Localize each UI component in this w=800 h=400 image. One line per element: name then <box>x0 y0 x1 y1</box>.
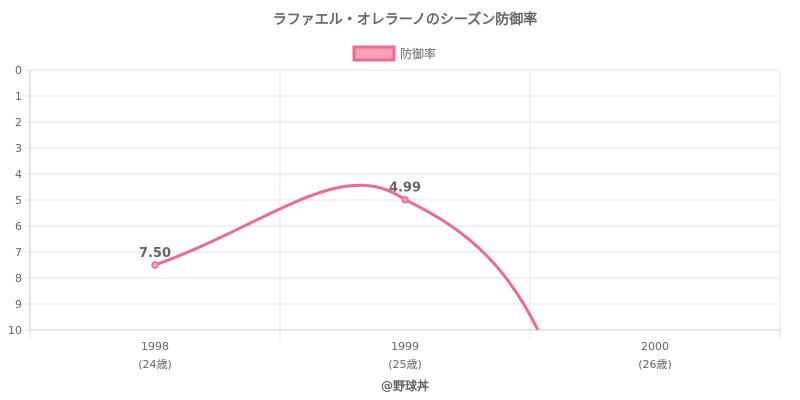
x-tick-sublabel: (24歳) <box>138 358 172 371</box>
y-tick-label: 2 <box>15 116 22 129</box>
x-tick-label: 2000 <box>641 340 669 353</box>
y-tick-label: 8 <box>15 272 22 285</box>
y-tick-label: 10 <box>8 324 22 337</box>
y-tick-label: 1 <box>15 90 22 103</box>
y-tick-label: 7 <box>15 246 22 259</box>
data-point[interactable] <box>401 195 409 204</box>
data-label: 7.50 <box>139 246 171 261</box>
y-tick-label: 5 <box>15 194 22 207</box>
y-tick-label: 4 <box>15 168 22 181</box>
y-axis-ticks: 0 1 2 3 4 5 6 7 8 9 10 <box>8 64 22 337</box>
grid <box>25 69 781 340</box>
chart-title: ラファエル・オレラーノのシーズン防御率 <box>273 11 537 28</box>
data-points <box>151 195 409 269</box>
x-tick-sublabel: (26歳) <box>638 358 672 371</box>
data-point[interactable] <box>151 261 159 269</box>
x-tick-label: 1998 <box>141 340 169 353</box>
x-tick-label: 1999 <box>391 340 419 353</box>
y-tick-label: 3 <box>15 142 22 155</box>
legend-swatch <box>352 45 396 62</box>
x-axis-ticks: 1998 (24歳) 1999 (25歳) 2000 (26歳) <box>138 340 672 371</box>
y-tick-label: 9 <box>15 298 22 311</box>
data-label: 4.99 <box>389 181 421 196</box>
legend-label: 防御率 <box>400 46 436 61</box>
legend[interactable]: 防御率 <box>352 45 436 62</box>
data-labels: 7.50 4.99 <box>139 181 421 261</box>
y-tick-label: 0 <box>15 64 22 77</box>
y-tick-label: 6 <box>15 220 22 233</box>
credit-text: @野球丼 <box>381 378 429 393</box>
x-tick-sublabel: (25歳) <box>388 358 422 371</box>
